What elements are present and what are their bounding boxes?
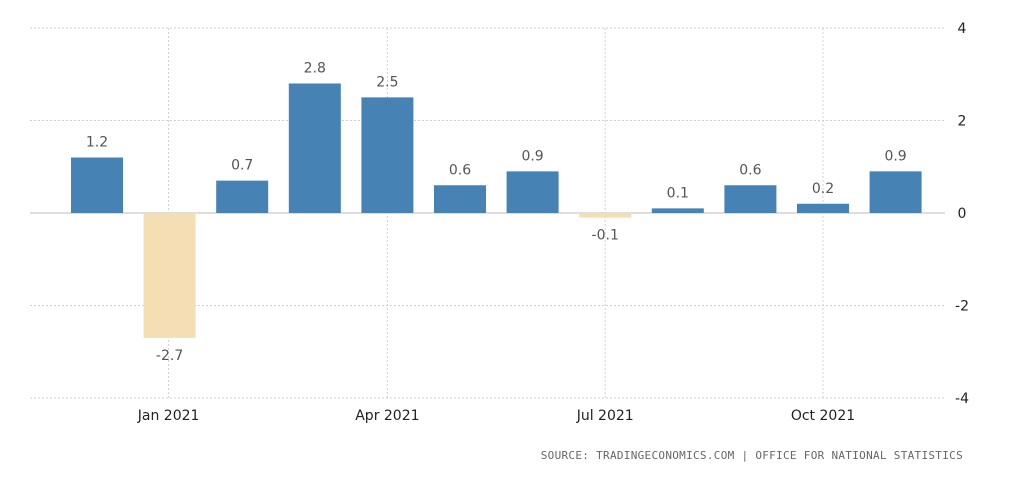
y-tick-label: -2 bbox=[955, 299, 969, 315]
bar bbox=[216, 180, 269, 213]
bar bbox=[797, 203, 849, 213]
data-label: -0.1 bbox=[592, 228, 619, 244]
bar bbox=[651, 208, 704, 213]
data-label: 0.9 bbox=[521, 148, 543, 164]
x-axis: Jan 2021 Apr 2021 Jul 2021 Oct 2021 bbox=[137, 408, 855, 424]
x-tick-label: Jul 2021 bbox=[576, 408, 634, 424]
x-tick-label: Oct 2021 bbox=[791, 408, 855, 424]
data-label: 0.2 bbox=[812, 181, 834, 197]
y-tick-label: 4 bbox=[958, 21, 967, 37]
data-label: 0.7 bbox=[231, 158, 253, 174]
data-label: 2.8 bbox=[304, 61, 326, 77]
y-tick-label: 0 bbox=[958, 206, 967, 222]
data-label: 1.2 bbox=[86, 135, 108, 151]
x-tick-label: Apr 2021 bbox=[355, 408, 419, 424]
data-label: 2.5 bbox=[376, 74, 398, 90]
source-note: SOURCE: TRADINGECONOMICS.COM | OFFICE FO… bbox=[540, 449, 963, 462]
bars bbox=[71, 83, 922, 338]
y-tick-label: -4 bbox=[955, 391, 969, 407]
y-axis: 4 2 0 -2 -4 bbox=[955, 21, 969, 407]
bar bbox=[434, 185, 486, 213]
y-tick-label: 2 bbox=[958, 114, 967, 130]
data-labels: 1.2 -2.7 0.7 2.8 2.5 0.6 0.9 -0.1 0.1 0.6 0.2 0.9 bbox=[86, 61, 907, 364]
bar-chart: 1.2 -2.7 0.7 2.8 2.5 0.6 0.9 -0.1 0.1 0.6 0.2 0.9 4… bbox=[30, 21, 969, 424]
data-label: 0.1 bbox=[667, 185, 689, 201]
bar bbox=[288, 83, 341, 213]
bar bbox=[361, 97, 414, 213]
bar bbox=[579, 213, 632, 218]
bar bbox=[724, 185, 777, 213]
data-label: 0.6 bbox=[739, 162, 761, 178]
data-label: 0.6 bbox=[449, 162, 471, 178]
data-label: -2.7 bbox=[156, 348, 183, 364]
data-label: 0.9 bbox=[884, 148, 906, 164]
bar bbox=[506, 171, 559, 213]
bar bbox=[71, 157, 123, 213]
bar bbox=[143, 213, 196, 338]
bar bbox=[869, 171, 922, 213]
x-tick-label: Jan 2021 bbox=[137, 408, 200, 424]
